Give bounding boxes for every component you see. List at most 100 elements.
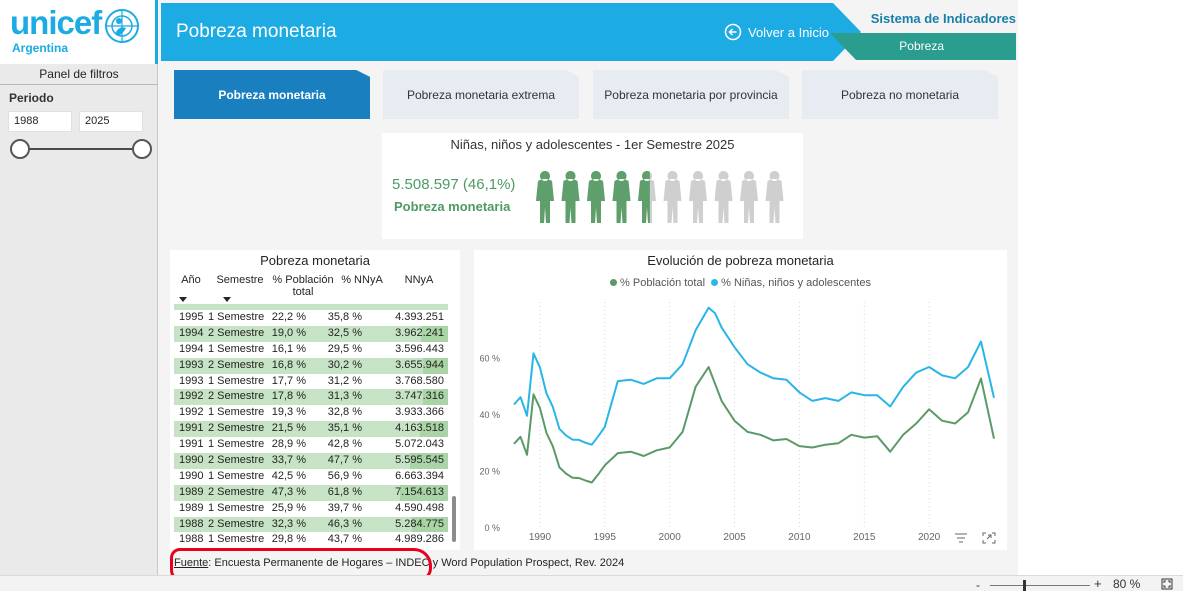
x-tick-label: 2015	[853, 532, 876, 543]
cell-year: 1994	[179, 326, 204, 339]
cell-year: 1990	[179, 454, 204, 467]
period-slider-end-handle[interactable]	[132, 139, 152, 159]
cell-semester: 1 Semestre	[208, 438, 265, 451]
cell-pct-nnya: 35,1 %	[327, 422, 362, 435]
legend-item-nnya[interactable]: % Niñas, niños y adolescentes	[711, 277, 871, 289]
period-label: Periodo	[9, 91, 54, 105]
nnya-databar	[410, 453, 448, 469]
child-figure-icon	[561, 171, 580, 223]
col-header-year[interactable]: Año	[181, 274, 201, 286]
sort-desc-icon[interactable]	[223, 297, 231, 302]
kpi-card: Niñas, niños y adolescentes - 1er Semest…	[382, 133, 803, 239]
y-tick-label: 40 %	[479, 410, 500, 420]
cell-nnya: 3.768.580	[395, 374, 444, 387]
cell-nnya: 5.595.545	[395, 454, 444, 467]
cell-semester: 1 Semestre	[208, 406, 265, 419]
x-tick-label: 2000	[659, 532, 682, 543]
cell-pct-nnya: 47,7 %	[327, 454, 362, 467]
table-row[interactable]: 1991 2 Semestre 21,5 % 35,1 % 4.163.518	[174, 421, 448, 438]
cell-pct-nnya: 32,8 %	[327, 406, 362, 419]
col-header-semester[interactable]: Semestre	[216, 274, 264, 286]
focus-mode-icon[interactable]	[982, 532, 996, 544]
nnya-databar	[412, 516, 448, 533]
cell-nnya: 6.663.394	[395, 469, 444, 482]
cell-pct-nnya: 29,5 %	[327, 342, 362, 355]
col-header-pct-nnya[interactable]: % NNyA	[341, 274, 383, 286]
tab-3[interactable]: Pobreza no monetaria	[802, 70, 998, 119]
sort-desc-icon[interactable]	[179, 297, 187, 302]
table-row[interactable]: 1995 1 Semestre 22,2 % 35,8 % 4.393.251	[174, 310, 448, 326]
kpi-label: Pobreza monetaria	[394, 199, 511, 214]
child-figure-icon	[689, 171, 707, 223]
filter-icon[interactable]	[954, 532, 968, 544]
period-slider-track[interactable]	[20, 148, 142, 150]
table-row[interactable]: 1994 2 Semestre 19,0 % 32,5 % 3.962.241	[174, 325, 448, 342]
table-row[interactable]: 1992 1 Semestre 19,3 % 32,8 % 3.933.366	[174, 405, 448, 421]
table-row[interactable]: 1989 2 Semestre 47,3 % 61,8 % 7.154.613	[174, 484, 448, 501]
cell-nnya: 4.590.498	[395, 501, 444, 514]
unicef-emblem-icon	[105, 9, 139, 43]
series-line-1	[513, 306, 995, 446]
cell-nnya: 4.989.286	[395, 533, 444, 546]
period-from-input[interactable]: 1988	[8, 111, 72, 132]
period-to-input[interactable]: 2025	[79, 111, 143, 132]
cell-nnya: 3.596.443	[395, 342, 444, 355]
cell-pct-total: 21,5 %	[271, 422, 306, 435]
cell-nnya: 5.284.775	[395, 517, 444, 530]
table-title: Pobreza monetaria	[260, 253, 370, 268]
cell-pct-nnya: 30,2 %	[327, 358, 362, 371]
child-figure-icon	[740, 171, 758, 223]
table-row[interactable]: 1994 1 Semestre 16,1 % 29,5 % 3.596.443	[174, 342, 448, 358]
col-header-pct-total[interactable]: % Población total	[272, 274, 334, 298]
y-tick-label: 0 %	[484, 523, 500, 533]
cell-pct-total: 19,3 %	[271, 406, 306, 419]
cell-semester: 2 Semestre	[208, 422, 265, 435]
period-slider-start-handle[interactable]	[10, 139, 30, 159]
legend-label-nnya: % Niñas, niños y adolescentes	[721, 277, 871, 289]
cell-pct-nnya: 61,8 %	[327, 485, 362, 498]
child-figure-icon	[587, 171, 605, 223]
back-home-label: Volver a Inicio	[748, 24, 829, 40]
status-bar: - + 80 %	[0, 575, 1183, 591]
series-line-0	[513, 366, 995, 484]
zoom-slider-handle[interactable]	[1023, 580, 1026, 591]
cell-pct-nnya: 35,8 %	[327, 311, 362, 323]
cell-nnya: 4.163.518	[395, 422, 444, 435]
cell-pct-nnya: 56,9 %	[327, 469, 362, 482]
table-scrollbar[interactable]	[452, 496, 456, 542]
table-row[interactable]: 1991 1 Semestre 28,9 % 42,8 % 5.072.043	[174, 437, 448, 453]
col-header-nnya[interactable]: NNyA	[404, 274, 434, 286]
unicef-logo-text: unicef	[10, 4, 102, 41]
zoom-out-button[interactable]: -	[976, 578, 980, 591]
cell-nnya: 3.747.316	[395, 390, 444, 403]
cell-year: 1988	[179, 517, 204, 530]
header-banner	[161, 3, 861, 61]
cell-year: 1990	[179, 469, 204, 482]
cell-pct-nnya: 31,2 %	[327, 374, 362, 387]
fit-to-page-icon[interactable]	[1161, 578, 1173, 590]
table-row[interactable]: 1993 2 Semestre 16,8 % 30,2 % 3.655.944	[174, 357, 448, 374]
chart-legend: % Población total % Niñas, niños y adole…	[474, 277, 1007, 289]
legend-marker-total	[610, 279, 618, 286]
zoom-slider[interactable]	[990, 585, 1090, 586]
filters-title: Panel de filtros	[0, 65, 158, 85]
table-row[interactable]: 1993 1 Semestre 17,7 % 31,2 % 3.768.580	[174, 374, 448, 390]
cell-semester: 2 Semestre	[208, 454, 265, 467]
x-tick-label: 2010	[788, 532, 811, 543]
tab-0[interactable]: Pobreza monetaria	[174, 70, 370, 119]
kpi-title: Niñas, niños y adolescentes - 1er Semest…	[450, 137, 735, 152]
cell-semester: 1 Semestre	[208, 311, 265, 323]
tab-1[interactable]: Pobreza monetaria extrema	[383, 70, 579, 119]
cell-pct-total: 22,2 %	[271, 311, 306, 323]
table-row[interactable]: 1988 1 Semestre 29,8 % 43,7 % 4.989.286	[174, 532, 448, 548]
back-home-button[interactable]: Volver a Inicio	[724, 23, 829, 41]
table-row[interactable]: 1989 1 Semestre 25,9 % 39,7 % 4.590.498	[174, 501, 448, 517]
legend-item-total[interactable]: % Población total	[610, 277, 705, 289]
cell-year: 1993	[179, 358, 204, 371]
table-row[interactable]: 1990 2 Semestre 33,7 % 47,7 % 5.595.545	[174, 453, 448, 469]
zoom-in-button[interactable]: +	[1094, 576, 1102, 591]
table-row[interactable]: 1992 2 Semestre 17,8 % 31,3 % 3.747.316	[174, 389, 448, 406]
table-row[interactable]: 1988 2 Semestre 32,3 % 46,3 % 5.284.775	[174, 516, 448, 533]
tab-2[interactable]: Pobreza monetaria por provincia	[593, 70, 789, 119]
table-row[interactable]: 1990 1 Semestre 42,5 % 56,9 % 6.663.394	[174, 469, 448, 485]
